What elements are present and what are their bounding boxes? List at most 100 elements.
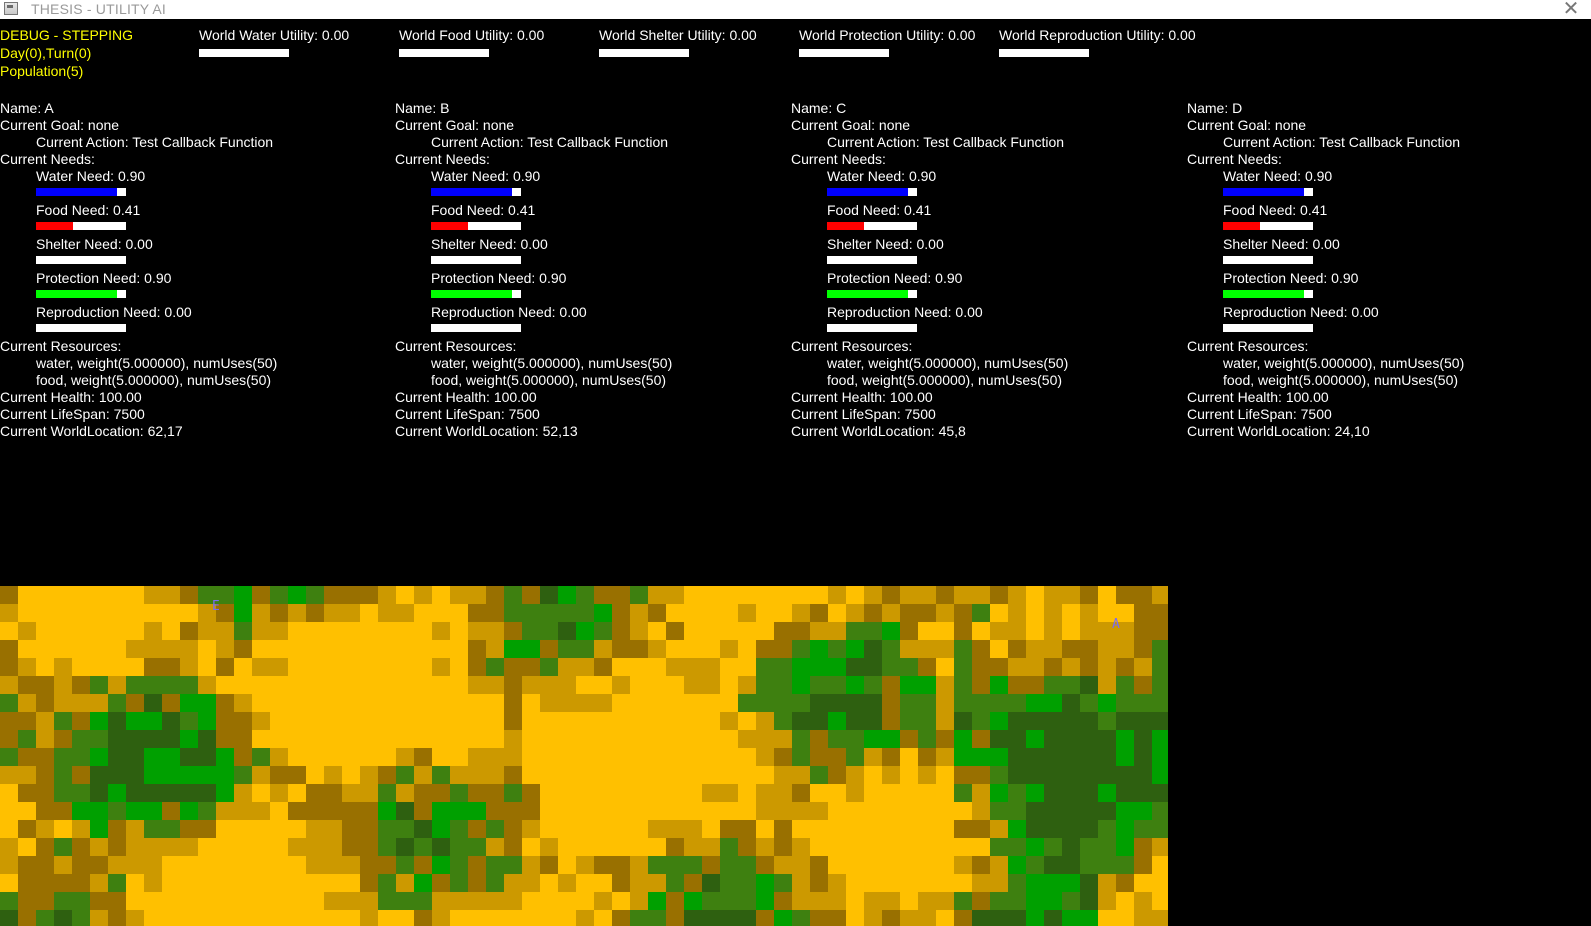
map-tile <box>684 766 702 784</box>
map-tile <box>504 676 522 694</box>
map-tile <box>918 676 936 694</box>
map-tile <box>1134 658 1152 676</box>
agent-reproduction-need-bar <box>431 324 521 332</box>
map-tile <box>486 802 504 820</box>
map-tile <box>1062 658 1080 676</box>
map-tile <box>522 640 540 658</box>
map-tile <box>360 766 378 784</box>
map-tile <box>486 874 504 892</box>
map-tile <box>522 892 540 910</box>
map-tile <box>594 658 612 676</box>
map-tile <box>792 730 810 748</box>
map-tile <box>396 748 414 766</box>
map-tile <box>1116 856 1134 874</box>
map-tile <box>540 766 558 784</box>
agent-marker-a[interactable]: A <box>1112 617 1120 632</box>
map-tile <box>306 874 324 892</box>
map-tile <box>864 802 882 820</box>
map-tile <box>90 748 108 766</box>
map-tile <box>810 676 828 694</box>
map-tile <box>702 820 720 838</box>
map-tile <box>666 694 684 712</box>
map-tile <box>522 622 540 640</box>
map-tile <box>198 766 216 784</box>
map-tile <box>990 640 1008 658</box>
map-tile <box>918 604 936 622</box>
close-button[interactable]: ✕ <box>1562 0 1580 20</box>
map-tile <box>162 748 180 766</box>
map-tile <box>324 838 342 856</box>
map-tile <box>1008 910 1026 926</box>
map-tile <box>594 622 612 640</box>
map-tile <box>252 766 270 784</box>
map-tile <box>324 856 342 874</box>
map-tile <box>864 712 882 730</box>
map-tile <box>648 784 666 802</box>
map-tile <box>306 748 324 766</box>
map-tile <box>900 712 918 730</box>
map-tile <box>18 712 36 730</box>
map-tile <box>1044 604 1062 622</box>
map-tile <box>126 712 144 730</box>
agent-marker-e[interactable]: E <box>212 599 220 614</box>
map-tile <box>1080 730 1098 748</box>
map-tile <box>666 604 684 622</box>
map-tile <box>1098 586 1116 604</box>
map-tile <box>720 622 738 640</box>
map-tile <box>792 694 810 712</box>
map-tile <box>702 766 720 784</box>
map-tile <box>36 874 54 892</box>
map-tile <box>450 748 468 766</box>
map-tile <box>36 676 54 694</box>
map-tile <box>432 640 450 658</box>
map-tile <box>558 694 576 712</box>
map-tile <box>72 874 90 892</box>
map-tile <box>882 622 900 640</box>
world-map[interactable]: ABCDE <box>0 586 1168 926</box>
map-tile <box>1080 622 1098 640</box>
map-tile <box>990 676 1008 694</box>
map-tile <box>324 766 342 784</box>
map-tile <box>126 748 144 766</box>
map-tile <box>126 676 144 694</box>
map-tile <box>288 676 306 694</box>
map-tile <box>216 658 234 676</box>
map-tile <box>612 640 630 658</box>
map-tile <box>144 694 162 712</box>
map-tile <box>162 910 180 926</box>
map-tile <box>774 748 792 766</box>
map-tile <box>450 586 468 604</box>
map-tile <box>1026 910 1044 926</box>
agent-water-need-label: Water Need: 0.90 <box>431 168 541 184</box>
map-tile <box>54 910 72 926</box>
map-tile <box>468 694 486 712</box>
map-tile <box>18 640 36 658</box>
map-tile <box>666 658 684 676</box>
map-tile <box>234 784 252 802</box>
map-tile <box>450 802 468 820</box>
map-tile <box>144 838 162 856</box>
map-tile <box>954 802 972 820</box>
world-map-tiles <box>0 586 1168 926</box>
map-tile <box>1044 910 1062 926</box>
map-tile <box>36 730 54 748</box>
map-tile <box>1044 730 1062 748</box>
window-title: THESIS - UTILITY AI <box>31 1 167 17</box>
map-tile <box>1116 892 1134 910</box>
map-tile <box>540 748 558 766</box>
agent-protection-need-label: Protection Need: 0.90 <box>1223 270 1359 286</box>
map-tile <box>702 910 720 926</box>
map-tile <box>918 802 936 820</box>
map-tile <box>342 658 360 676</box>
map-tile <box>0 892 18 910</box>
map-tile <box>180 658 198 676</box>
map-tile <box>486 856 504 874</box>
agent-current-lifespan: Current LifeSpan: 7500 <box>0 406 145 422</box>
map-tile <box>810 730 828 748</box>
map-tile <box>972 640 990 658</box>
map-tile <box>954 784 972 802</box>
map-tile <box>1044 820 1062 838</box>
map-tile <box>756 604 774 622</box>
map-tile <box>1062 802 1080 820</box>
agent-protection-need-label: Protection Need: 0.90 <box>36 270 172 286</box>
